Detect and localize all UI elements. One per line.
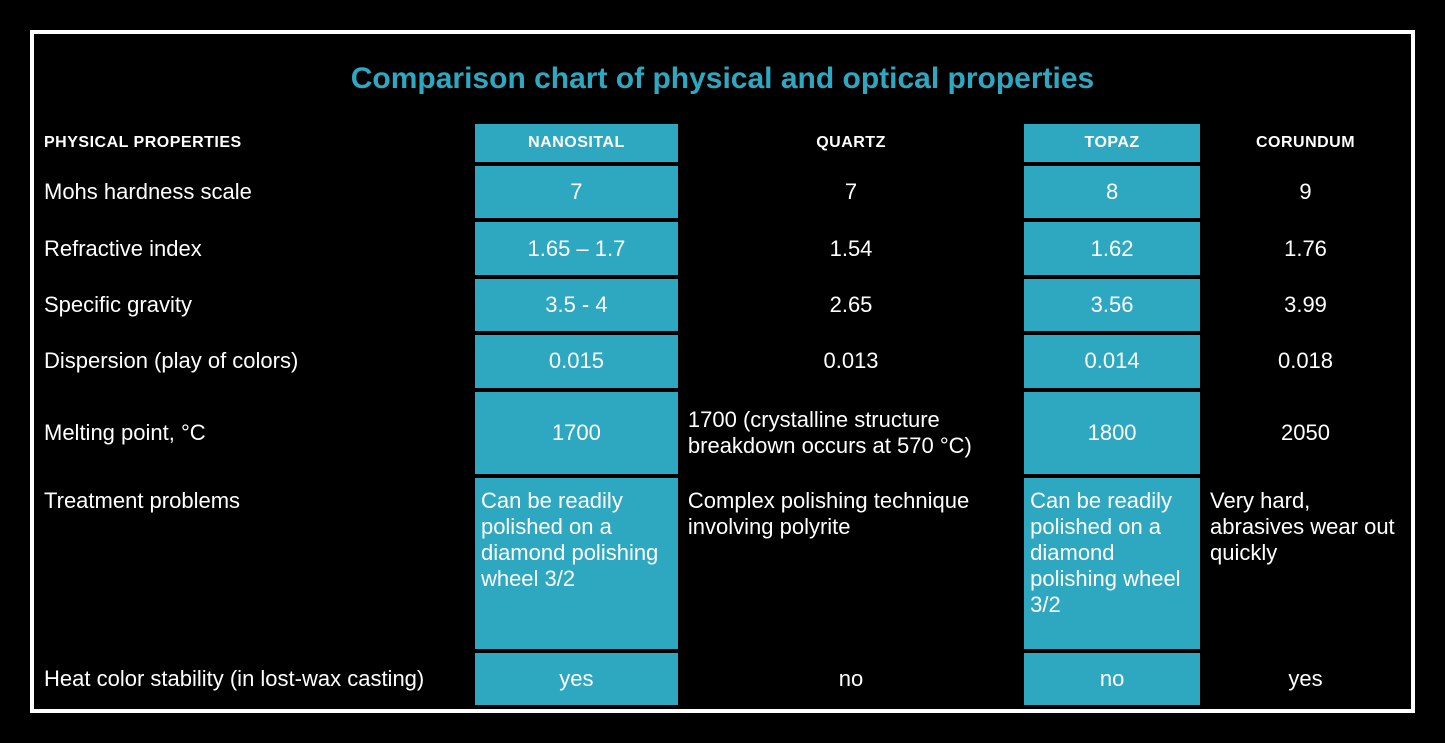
cell: 8 [1024, 166, 1200, 218]
cell: no [1024, 653, 1200, 705]
cell: yes [475, 653, 678, 705]
cell: 3.56 [1024, 279, 1200, 331]
col-header-nanosital: NANOSITAL [475, 124, 678, 162]
cell: 1.54 [682, 222, 1020, 274]
cell: 0.014 [1024, 335, 1200, 387]
cell: 1700 (crystalline structure breakdown oc… [682, 392, 1020, 474]
cell: yes [1204, 653, 1407, 705]
table-row: Treatment problems Can be readily polish… [38, 478, 1407, 649]
cell: Very hard, abrasives wear out quickly [1204, 478, 1407, 649]
cell: 7 [682, 166, 1020, 218]
table-row: Specific gravity 3.5 - 4 2.65 3.56 3.99 [38, 279, 1407, 331]
col-header-quartz: QUARTZ [682, 124, 1020, 162]
table-row: Melting point, °C 1700 1700 (crystalline… [38, 392, 1407, 474]
row-label: Mohs hardness scale [38, 166, 471, 218]
table-row: Dispersion (play of colors) 0.015 0.013 … [38, 335, 1407, 387]
row-label: Melting point, °C [38, 392, 471, 474]
comparison-table: PHYSICAL PROPERTIES NANOSITAL QUARTZ TOP… [34, 120, 1411, 709]
row-label: Treatment problems [38, 478, 471, 649]
col-header-topaz: TOPAZ [1024, 124, 1200, 162]
table-row: Mohs hardness scale 7 7 8 9 [38, 166, 1407, 218]
cell: 0.013 [682, 335, 1020, 387]
cell: Complex polishing technique involving po… [682, 478, 1020, 649]
cell: no [682, 653, 1020, 705]
cell: 9 [1204, 166, 1407, 218]
row-label: Refractive index [38, 222, 471, 274]
cell: 1700 [475, 392, 678, 474]
row-label: Heat color stability (in lost-wax castin… [38, 653, 471, 705]
cell: 1.76 [1204, 222, 1407, 274]
cell: 2050 [1204, 392, 1407, 474]
cell: 1800 [1024, 392, 1200, 474]
col-header-properties: PHYSICAL PROPERTIES [38, 124, 471, 162]
cell: 0.018 [1204, 335, 1407, 387]
table-row: Refractive index 1.65 – 1.7 1.54 1.62 1.… [38, 222, 1407, 274]
cell: 1.65 – 1.7 [475, 222, 678, 274]
row-label: Dispersion (play of colors) [38, 335, 471, 387]
cell: Can be readily polished on a diamond pol… [1024, 478, 1200, 649]
cell: 3.99 [1204, 279, 1407, 331]
cell: 1.62 [1024, 222, 1200, 274]
col-header-corundum: CORUNDUM [1204, 124, 1407, 162]
cell: 3.5 - 4 [475, 279, 678, 331]
cell: 7 [475, 166, 678, 218]
cell: 2.65 [682, 279, 1020, 331]
table-frame: Comparison chart of physical and optical… [30, 30, 1415, 713]
table-header-row: PHYSICAL PROPERTIES NANOSITAL QUARTZ TOP… [38, 124, 1407, 162]
page-title: Comparison chart of physical and optical… [34, 34, 1411, 120]
cell: 0.015 [475, 335, 678, 387]
table-row: Heat color stability (in lost-wax castin… [38, 653, 1407, 705]
row-label: Specific gravity [38, 279, 471, 331]
cell: Can be readily polished on a diamond pol… [475, 478, 678, 649]
